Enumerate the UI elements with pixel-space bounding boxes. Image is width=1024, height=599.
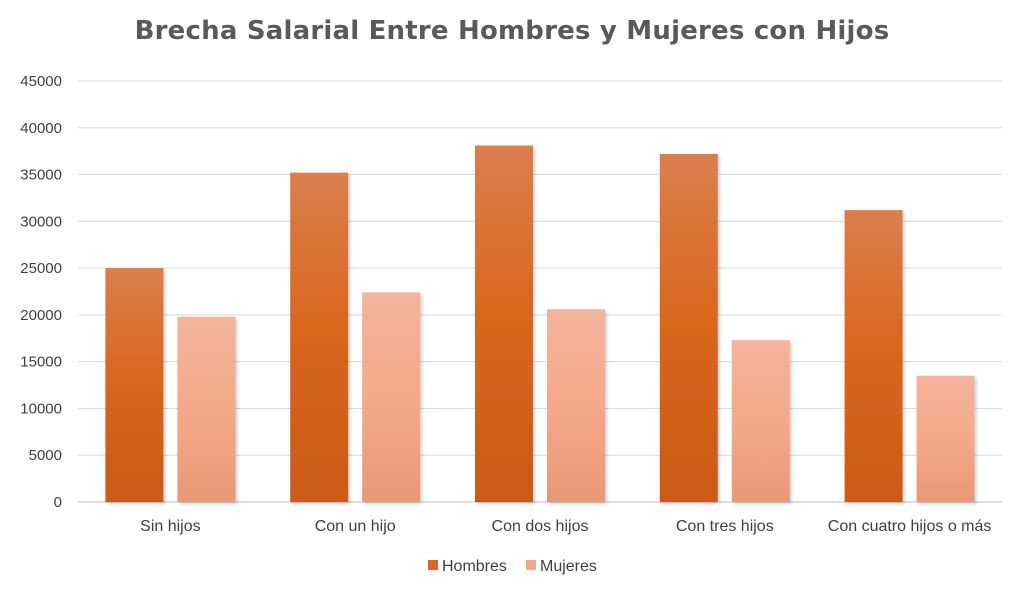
bar-hombres — [475, 145, 533, 502]
x-category-label: Sin hijos — [140, 518, 200, 535]
x-category-label: Con tres hijos — [676, 518, 774, 535]
x-category-label: Con dos hijos — [492, 518, 589, 535]
legend: Hombres Mujeres — [428, 558, 597, 575]
legend-label-hombres: Hombres — [442, 558, 507, 575]
bar-mujeres — [177, 316, 236, 502]
x-category-label: Con cuatro hijos o más — [828, 518, 992, 535]
y-tick-label: 35000 — [20, 167, 62, 184]
bar-mujeres — [547, 309, 605, 502]
legend-label-mujeres: Mujeres — [540, 558, 597, 575]
legend-swatch-hombres — [428, 560, 438, 570]
y-tick-label: 5000 — [29, 447, 62, 464]
bar-hombres — [290, 172, 349, 502]
y-axis-ticks: 0 5000 10000 15000 20000 25000 30000 35000 40000… — [20, 73, 62, 511]
y-tick-label: 20000 — [20, 307, 62, 324]
y-tick-label: 10000 — [20, 400, 62, 417]
y-tick-label: 40000 — [20, 120, 62, 137]
bar-hombres — [105, 268, 164, 502]
bar-hombres — [659, 153, 718, 502]
y-tick-label: 0 — [54, 494, 62, 511]
chart-title: Brecha Salarial Entre Hombres y Mujeres … — [134, 16, 890, 46]
bar-mujeres — [916, 375, 975, 502]
y-tick-label: 15000 — [20, 354, 62, 371]
bars — [105, 145, 975, 502]
x-category-label: Con un hijo — [315, 518, 396, 535]
y-tick-label: 45000 — [20, 73, 62, 90]
legend-swatch-mujeres — [526, 560, 536, 570]
bar-hombres — [844, 210, 903, 502]
x-axis-categories: Sin hijos Con un hijo Con dos hijos Con tre… — [140, 518, 991, 535]
bar-mujeres — [362, 292, 421, 502]
bar-mujeres — [731, 340, 790, 502]
y-tick-label: 30000 — [20, 213, 62, 230]
y-tick-label: 25000 — [20, 260, 62, 277]
